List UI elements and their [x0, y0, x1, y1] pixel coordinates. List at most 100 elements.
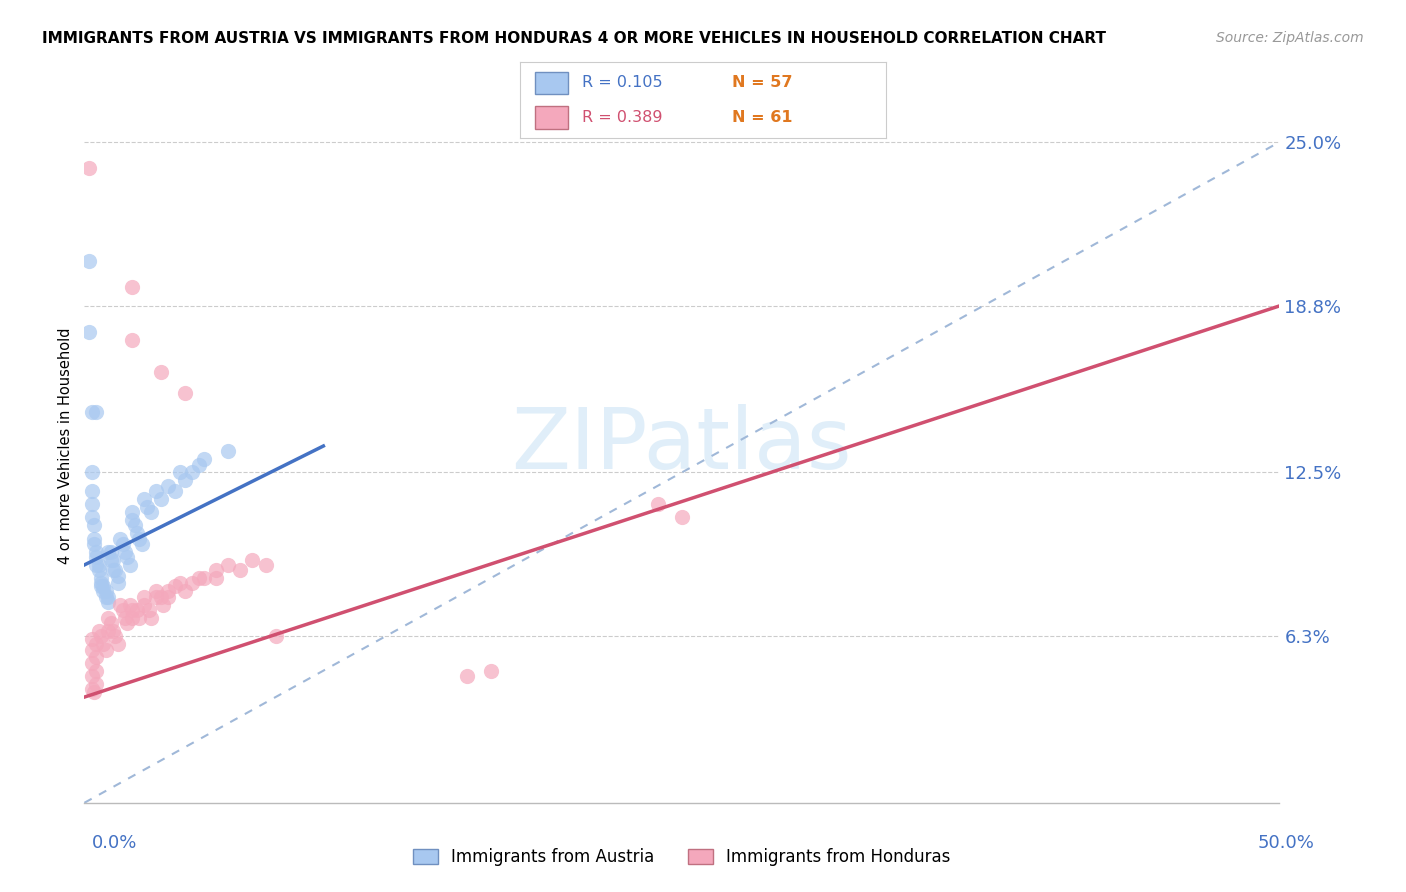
- Point: [80, 682, 103, 697]
- Point: [138, 603, 160, 617]
- Point: [152, 598, 174, 612]
- Point: [240, 552, 263, 566]
- Text: 0.0%: 0.0%: [91, 834, 136, 852]
- Point: [83, 518, 105, 533]
- Point: [188, 458, 211, 472]
- Text: R = 0.105: R = 0.105: [582, 76, 664, 90]
- Point: [86, 404, 108, 418]
- Point: [135, 500, 157, 514]
- Point: [101, 552, 124, 566]
- Point: [121, 280, 143, 294]
- Point: [87, 624, 110, 638]
- Point: [104, 629, 127, 643]
- Point: [193, 452, 215, 467]
- Point: [149, 491, 172, 506]
- Bar: [534, 106, 568, 129]
- Text: N = 57: N = 57: [733, 76, 793, 90]
- Point: [157, 478, 180, 492]
- Point: [86, 549, 108, 564]
- Point: [149, 365, 172, 379]
- Point: [110, 532, 132, 546]
- Point: [131, 537, 153, 551]
- Point: [173, 474, 195, 488]
- Point: [97, 624, 120, 638]
- Point: [181, 466, 204, 480]
- Point: [80, 656, 103, 670]
- Point: [157, 590, 180, 604]
- Point: [169, 576, 191, 591]
- Point: [157, 584, 180, 599]
- Point: [114, 611, 136, 625]
- Point: [87, 563, 110, 577]
- Point: [188, 571, 211, 585]
- Text: R = 0.389: R = 0.389: [582, 111, 662, 125]
- Point: [80, 510, 103, 524]
- Point: [456, 669, 478, 683]
- Point: [86, 677, 108, 691]
- Point: [97, 545, 120, 559]
- Point: [117, 549, 139, 564]
- Point: [217, 444, 239, 458]
- Point: [165, 579, 187, 593]
- Point: [121, 505, 143, 519]
- Point: [128, 611, 150, 625]
- Point: [90, 576, 112, 591]
- Point: [205, 563, 228, 577]
- Point: [97, 590, 120, 604]
- Point: [86, 637, 108, 651]
- Point: [93, 637, 115, 651]
- Point: [121, 513, 143, 527]
- Point: [149, 590, 172, 604]
- Point: [86, 650, 108, 665]
- Y-axis label: 4 or more Vehicles in Household: 4 or more Vehicles in Household: [58, 327, 73, 565]
- Text: IMMIGRANTS FROM AUSTRIA VS IMMIGRANTS FROM HONDURAS 4 OR MORE VEHICLES IN HOUSEH: IMMIGRANTS FROM AUSTRIA VS IMMIGRANTS FR…: [42, 31, 1107, 46]
- Point: [94, 642, 117, 657]
- Point: [86, 545, 108, 559]
- Point: [121, 603, 143, 617]
- Point: [132, 491, 156, 506]
- Point: [124, 518, 146, 533]
- Point: [90, 571, 112, 585]
- Point: [132, 598, 156, 612]
- Point: [87, 558, 110, 572]
- Point: [671, 510, 693, 524]
- Point: [107, 568, 129, 582]
- Point: [111, 537, 134, 551]
- Point: [145, 483, 167, 498]
- Point: [80, 669, 103, 683]
- Point: [121, 611, 143, 625]
- Point: [101, 563, 124, 577]
- Point: [97, 611, 120, 625]
- Point: [77, 161, 100, 176]
- Point: [128, 532, 150, 546]
- Point: [479, 664, 502, 678]
- Point: [254, 558, 277, 572]
- Point: [181, 576, 204, 591]
- Point: [145, 590, 167, 604]
- Point: [229, 563, 252, 577]
- Point: [80, 642, 103, 657]
- Text: 50.0%: 50.0%: [1258, 834, 1315, 852]
- Bar: [534, 71, 568, 95]
- Point: [100, 616, 122, 631]
- Point: [141, 505, 163, 519]
- Point: [107, 637, 129, 651]
- Point: [90, 579, 112, 593]
- Point: [94, 590, 117, 604]
- Point: [80, 497, 103, 511]
- Point: [80, 404, 103, 418]
- Text: N = 61: N = 61: [733, 111, 793, 125]
- Point: [93, 579, 115, 593]
- Legend: Immigrants from Austria, Immigrants from Honduras: Immigrants from Austria, Immigrants from…: [406, 842, 957, 873]
- Point: [114, 545, 136, 559]
- Point: [101, 624, 124, 638]
- Point: [94, 584, 117, 599]
- Point: [83, 532, 105, 546]
- Point: [647, 497, 669, 511]
- Point: [77, 326, 100, 340]
- Point: [100, 552, 122, 566]
- Point: [110, 598, 132, 612]
- Point: [217, 558, 239, 572]
- Point: [193, 571, 215, 585]
- Point: [93, 584, 115, 599]
